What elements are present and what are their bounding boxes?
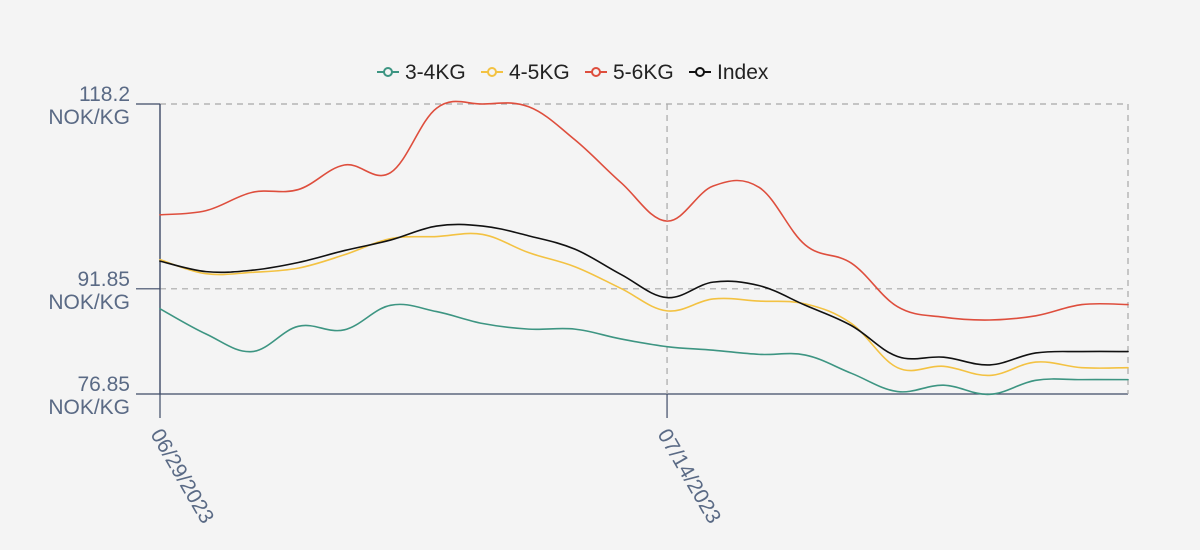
legend-item-4-5kg[interactable]: 4-5KG (481, 61, 570, 84)
legend-swatch-marker (383, 67, 393, 77)
y-tick-unit: NOK/KG (48, 291, 130, 314)
grid-layer (160, 103, 1129, 395)
series-layer (159, 100, 1129, 396)
y-tick-unit: NOK/KG (48, 396, 130, 419)
x-tick-label: 07/14/2023 (653, 425, 725, 528)
legend-swatch-marker (487, 67, 497, 77)
legend-item-3-4kg[interactable]: 3-4KG (377, 61, 466, 84)
legend-label: 4-5KG (509, 61, 570, 84)
legend-label: 3-4KG (405, 61, 466, 84)
series-line-5-6kg[interactable] (159, 100, 1129, 321)
legend[interactable]: 3-4KG 4-5KG 5-6KG Index (377, 61, 769, 84)
legend-label: 5-6KG (613, 61, 674, 84)
legend-label: Index (717, 61, 769, 84)
legend-item-5-6kg[interactable]: 5-6KG (585, 61, 674, 84)
legend-item-index[interactable]: Index (689, 61, 769, 84)
legend-swatch-marker (695, 67, 705, 77)
series-line-4-5kg[interactable] (159, 232, 1129, 377)
x-tick-label: 06/29/2023 (146, 425, 218, 528)
y-tick-label: 91.85 (77, 268, 130, 291)
series-line-3-4kg[interactable] (159, 303, 1129, 396)
y-tick-unit: NOK/KG (48, 106, 130, 129)
y-tick-label: 76.85 (77, 373, 130, 396)
legend-swatch-marker (591, 67, 601, 77)
axis-layer: 118.2NOK/KG91.85NOK/KG76.85NOK/KG06/29/2… (48, 83, 725, 528)
series-line-index[interactable] (159, 223, 1129, 366)
y-tick-label: 118.2 (79, 83, 130, 106)
